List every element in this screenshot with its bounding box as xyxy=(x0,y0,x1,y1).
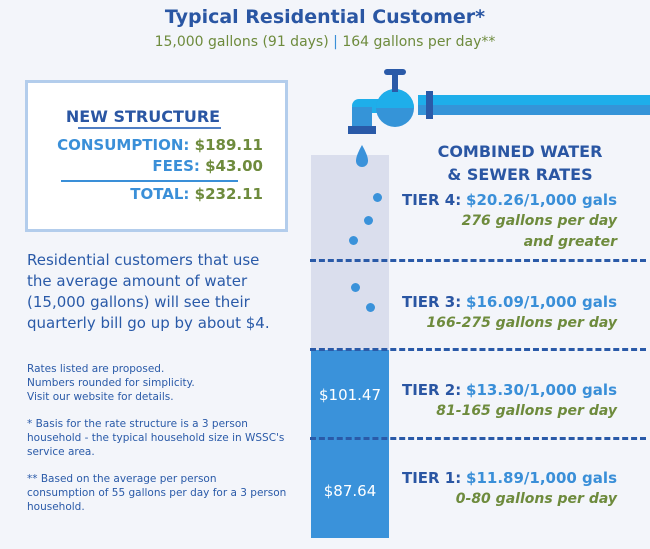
divider xyxy=(78,127,221,129)
consumption-row: CONSUMPTION: $189.11 xyxy=(57,136,263,154)
water-drop-dot xyxy=(366,303,375,312)
disclaimer: Rates listed are proposed. Numbers round… xyxy=(27,362,287,404)
faucet-icon xyxy=(348,69,650,167)
tier-4: TIER 4: $20.26/1,000 gals 276 gallons pe… xyxy=(402,190,617,253)
subtitle-daily: 164 gallons per day** xyxy=(342,34,496,50)
water-drop-dot xyxy=(349,236,358,245)
consumption-label: CONSUMPTION: xyxy=(57,136,190,154)
tier-range: 81-165 gallons per day xyxy=(436,403,617,419)
tier-range: 166-275 gallons per day xyxy=(426,315,617,331)
subtitle: 15,000 gallons (91 days) | 164 gallons p… xyxy=(0,34,650,50)
consumption-value: $189.11 xyxy=(194,136,263,154)
subtitle-separator: | xyxy=(333,34,338,50)
tier1-cost: $87.64 xyxy=(323,482,377,500)
page-title: Typical Residential Customer* xyxy=(164,6,486,28)
new-structure-box: NEW STRUCTURE CONSUMPTION: $189.11 FEES:… xyxy=(25,80,288,232)
disclaimer-line: Rates listed are proposed. xyxy=(27,363,165,375)
fees-label: FEES: xyxy=(152,157,200,175)
total-value: $232.11 xyxy=(194,185,263,203)
tier-label: TIER 2: xyxy=(401,381,462,399)
tier-range: and greater xyxy=(523,234,617,250)
total-label: TOTAL: xyxy=(130,185,190,203)
divider xyxy=(61,180,238,182)
tier-2: TIER 2: $13.30/1,000 gals 81-165 gallons… xyxy=(402,380,617,422)
tier-label: TIER 3: xyxy=(401,293,462,311)
fees-value: $43.00 xyxy=(205,157,263,175)
rates-title-line: COMBINED WATER xyxy=(437,142,603,161)
water-drop-dot xyxy=(373,193,382,202)
tier-label: TIER 4: xyxy=(401,191,462,209)
disclaimer-line: Numbers rounded for simplicity. xyxy=(27,377,195,389)
usage-column-filled xyxy=(311,350,389,538)
footnote-2: ** Based on the average per person consu… xyxy=(27,473,287,513)
tier-3: TIER 3: $16.09/1,000 gals 166-275 gallon… xyxy=(402,292,617,334)
tier-divider xyxy=(310,437,646,440)
water-drop-dot xyxy=(351,283,360,292)
tier-price: $16.09/1,000 gals xyxy=(466,293,617,311)
footnote-1: * Basis for the rate structure is a 3 pe… xyxy=(27,418,285,458)
disclaimer-line: Visit our website for details. xyxy=(27,391,174,403)
usage-column-upper xyxy=(311,155,389,350)
water-drop-dot xyxy=(364,216,373,225)
tier2-cost: $101.47 xyxy=(318,386,382,404)
tier-label: TIER 1: xyxy=(401,469,462,487)
box-title: NEW STRUCTURE xyxy=(65,107,221,126)
rates-title: COMBINED WATER & SEWER RATES xyxy=(420,140,620,186)
lead-text: Residential customers that use the avera… xyxy=(27,251,270,332)
total-row: TOTAL: $232.11 xyxy=(130,185,263,203)
tier-divider xyxy=(310,348,646,351)
tier-range: 0-80 gallons per day xyxy=(455,491,617,507)
tier-range: 276 gallons per day xyxy=(461,213,617,229)
tier-price: $20.26/1,000 gals xyxy=(466,191,617,209)
tier-1: TIER 1: $11.89/1,000 gals 0-80 gallons p… xyxy=(402,468,617,510)
tier-price: $11.89/1,000 gals xyxy=(466,469,617,487)
fees-row: FEES: $43.00 xyxy=(152,157,263,175)
tier-price: $13.30/1,000 gals xyxy=(466,381,617,399)
rates-title-line: & SEWER RATES xyxy=(447,165,593,184)
subtitle-usage: 15,000 gallons (91 days) xyxy=(154,34,329,50)
tier-divider xyxy=(310,259,646,262)
